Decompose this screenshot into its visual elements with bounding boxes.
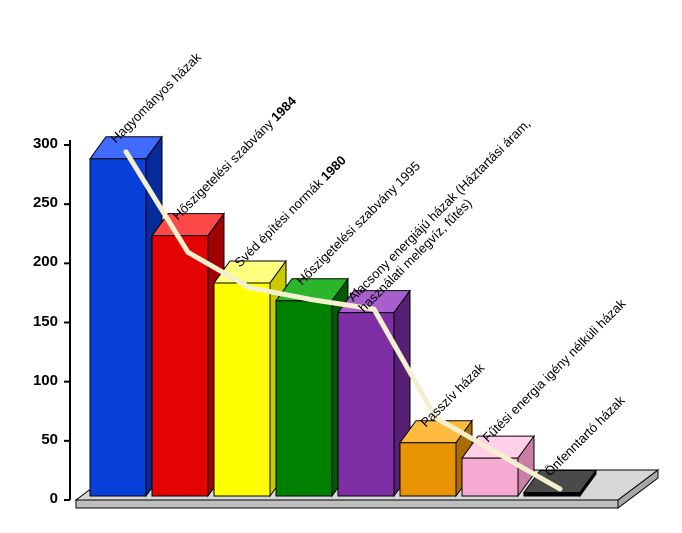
y-tick-label: 200	[0, 253, 58, 270]
chart-stage: 050100150200250300Hagyományos házakHőszi…	[0, 0, 682, 533]
y-tick-label: 150	[0, 313, 58, 330]
y-tick-label: 100	[0, 372, 58, 389]
y-tick-label: 250	[0, 194, 58, 211]
y-tick-label: 50	[0, 431, 58, 448]
y-tick-label: 0	[0, 490, 58, 507]
y-tick-label: 300	[0, 135, 58, 152]
chart-svg	[0, 0, 682, 533]
